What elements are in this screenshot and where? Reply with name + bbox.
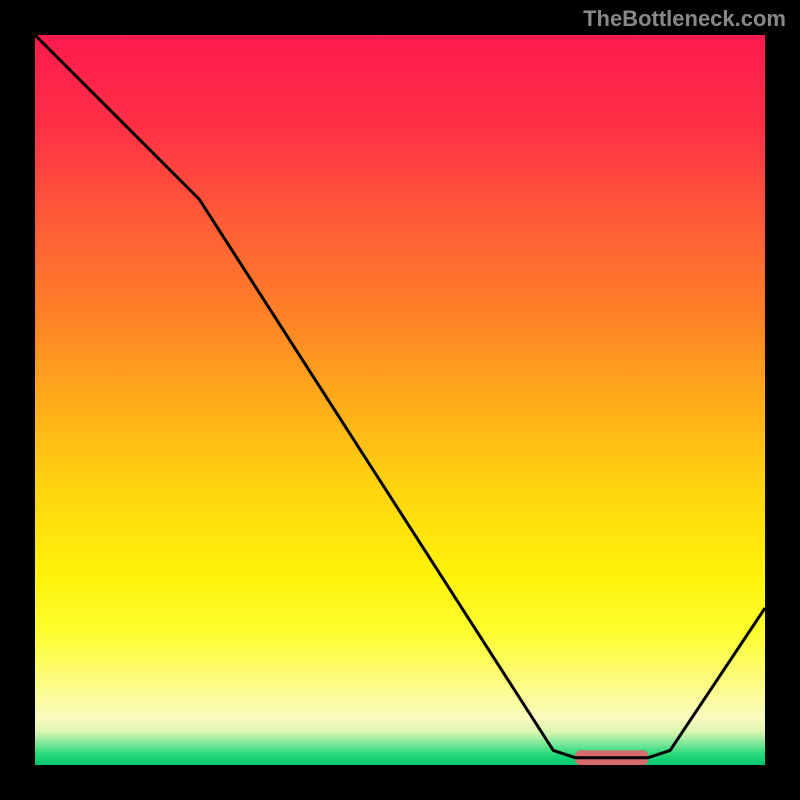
chart-plot-area (35, 35, 765, 765)
watermark-text: TheBottleneck.com (583, 6, 786, 32)
chart-svg (35, 35, 765, 765)
